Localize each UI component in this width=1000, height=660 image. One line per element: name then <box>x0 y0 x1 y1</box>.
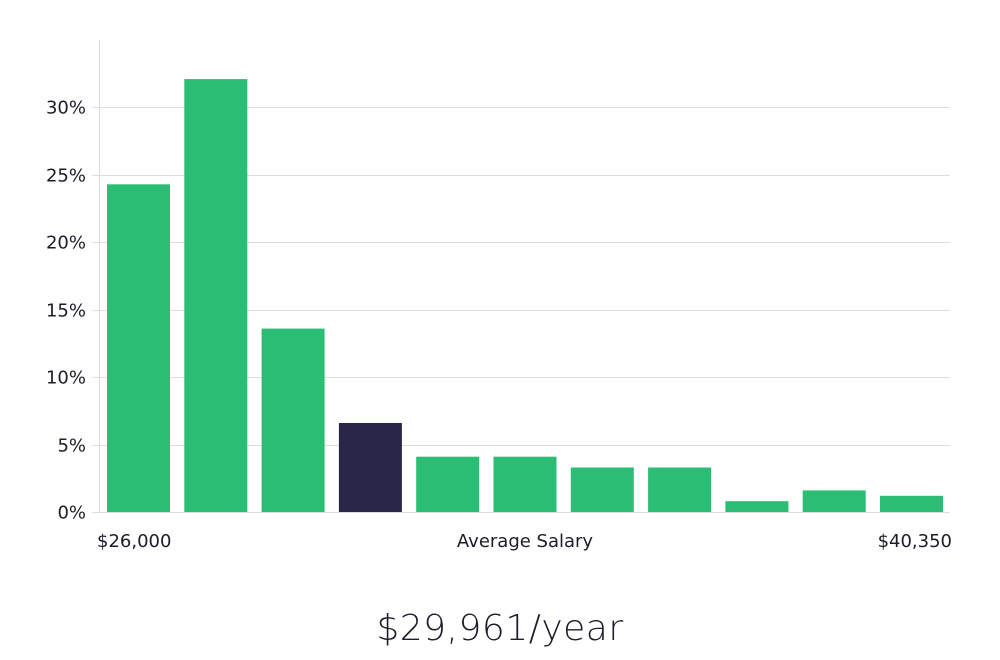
y-tick-label: 15% <box>46 301 86 322</box>
y-tick-label: 0% <box>57 503 86 524</box>
bar <box>184 79 248 512</box>
bar <box>880 495 943 512</box>
average-salary-value: $29,961/year <box>376 608 624 649</box>
y-tick-label: 5% <box>57 436 86 457</box>
x-start-label: $26,000 <box>97 531 171 552</box>
bar <box>648 467 712 512</box>
bar <box>725 501 789 512</box>
y-tick-label: 20% <box>46 233 86 254</box>
bar <box>261 328 325 512</box>
bar <box>416 456 480 512</box>
bar <box>570 467 634 512</box>
bar-highlighted <box>338 423 402 512</box>
x-axis-title: Average Salary <box>457 531 594 552</box>
y-tick-label: 30% <box>46 98 86 119</box>
y-tick-label: 25% <box>46 166 86 187</box>
y-tick-label: 10% <box>46 368 86 389</box>
y-tick-labels: 0% 5% 10% 15% 20% 25% 30% <box>46 98 86 524</box>
salary-distribution-chart: 0% 5% 10% 15% 20% 25% 30% $26,000 Average Sala… <box>46 40 952 552</box>
bar <box>107 184 170 513</box>
x-end-label: $40,350 <box>878 531 952 552</box>
bars <box>107 79 943 513</box>
bar <box>493 456 557 512</box>
bar <box>802 490 866 512</box>
